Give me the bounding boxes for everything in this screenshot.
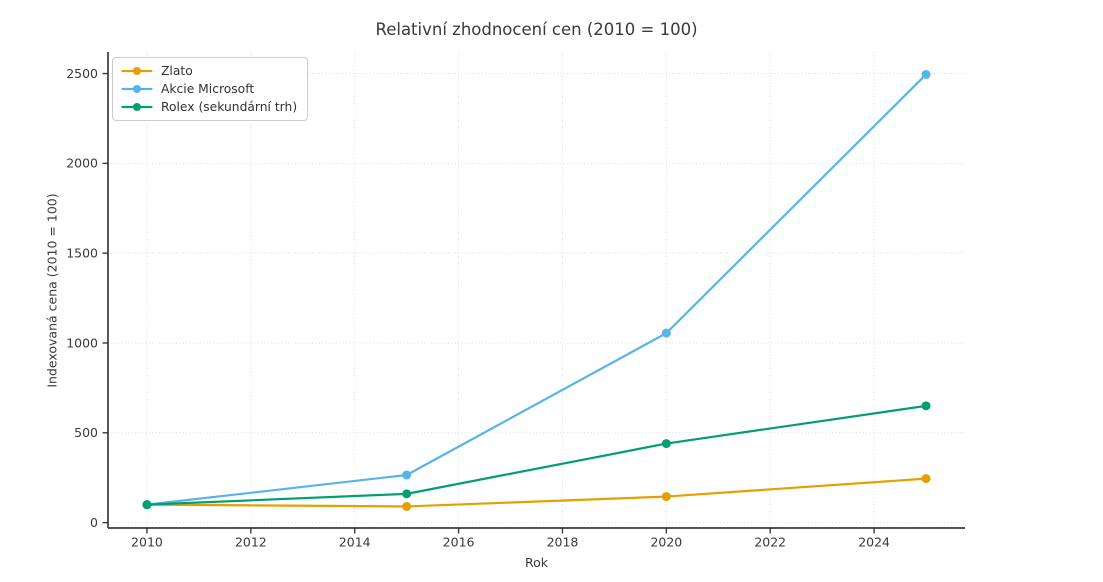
legend-label: Zlato (161, 64, 193, 78)
legend-item: Akcie Microsoft (121, 82, 297, 96)
y-tick-label: 2000 (66, 156, 98, 171)
y-tick-label: 500 (74, 425, 98, 440)
legend-swatch-icon (121, 103, 153, 111)
legend-item: Zlato (121, 64, 297, 78)
y-tick-label: 0 (90, 515, 98, 530)
legend-label: Rolex (sekundární trh) (161, 100, 298, 114)
x-tick-label: 2020 (650, 535, 682, 550)
data-point (402, 501, 412, 511)
legend-swatch-icon (121, 67, 153, 75)
series-line (145, 73, 928, 506)
y-tick-label: 2500 (66, 66, 98, 81)
data-point (402, 470, 412, 480)
x-tick-label: 2014 (339, 535, 371, 550)
x-axis-label: Rok (524, 555, 548, 570)
series-line (145, 404, 928, 506)
data-point (661, 328, 671, 338)
data-point (921, 474, 931, 484)
data-point (661, 492, 671, 502)
data-point (921, 69, 931, 79)
legend-item: Rolex (sekundární trh) (121, 100, 297, 114)
legend-swatch-icon (121, 85, 153, 93)
data-point (921, 401, 931, 411)
y-tick-label: 1500 (66, 245, 98, 260)
x-tick-label: 2010 (131, 535, 163, 550)
chart-title: Relativní zhodnocení cen (2010 = 100) (375, 20, 698, 39)
data-point (661, 439, 671, 449)
x-tick-label: 2018 (547, 535, 579, 550)
y-axis-label: Indexovaná cena (2010 = 100) (44, 193, 60, 388)
legend-label: Akcie Microsoft (161, 82, 255, 96)
x-tick-label: 2012 (235, 535, 267, 550)
y-tick-label: 1000 (66, 335, 98, 350)
legend: Zlato Akcie Microsoft Rolex (sekundární tr… (112, 57, 309, 121)
series-line (145, 477, 928, 508)
data-point (402, 489, 412, 499)
x-tick-label: 2022 (754, 535, 786, 550)
x-tick-label: 2024 (858, 535, 890, 550)
data-point (142, 500, 152, 510)
x-tick-label: 2016 (443, 535, 475, 550)
